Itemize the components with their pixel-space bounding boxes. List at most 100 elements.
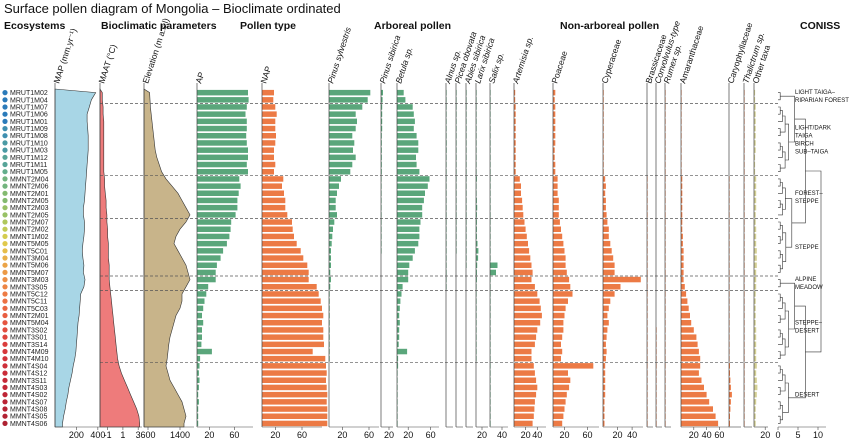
bar-other-taxa: [754, 89, 756, 96]
bar-amaranthaceae: [681, 176, 683, 182]
bar-other-taxa: [754, 341, 757, 348]
bar-nap: [262, 348, 313, 355]
bar-pinus-sibirica: [381, 104, 383, 110]
bar-betula: [397, 291, 402, 297]
bar-amaranthaceae: [681, 298, 688, 304]
bar-artemisia: [514, 183, 521, 189]
bar-betula: [397, 269, 409, 276]
bar-ap: [197, 312, 202, 319]
bar-betula: [397, 197, 424, 204]
bar-poaceae: [553, 161, 556, 168]
bar-nap: [262, 413, 328, 419]
bar-other-taxa: [754, 305, 756, 312]
coniss-branch: [778, 387, 781, 395]
bar-other-taxa: [754, 111, 756, 117]
bar-amaranthaceae: [681, 420, 719, 427]
sample-label: MRUT1M01: [10, 119, 48, 126]
bar-ap: [197, 355, 201, 362]
coniss-branch: [778, 279, 781, 288]
coniss-branch: [778, 221, 781, 230]
bar-betula: [397, 240, 419, 247]
bar-cyperaceae: [603, 305, 609, 312]
bar-salix: [490, 269, 496, 276]
bar-caryophyllaceae: [729, 391, 732, 398]
bar-poaceae: [553, 89, 556, 96]
bar-larix: [476, 197, 477, 204]
bar-ap: [197, 384, 199, 391]
bar-betula: [397, 183, 428, 189]
sample-label: MMNT3S05: [10, 284, 47, 291]
bar-nap: [262, 226, 293, 232]
bar-betula: [397, 161, 417, 168]
zone-label: DESERT: [795, 328, 820, 334]
bar-other-taxa: [754, 276, 757, 283]
ecosystem-dot: [2, 212, 8, 218]
bar-poaceae: [553, 413, 564, 419]
column-header-ap: AP: [193, 70, 206, 84]
coniss-tick-label: 5: [795, 430, 800, 440]
bar-nap: [262, 111, 277, 117]
bar-ap: [197, 391, 199, 398]
coniss-branch: [778, 92, 781, 101]
bar-larix: [476, 262, 478, 268]
bar-nap: [262, 355, 326, 362]
tick-label-ap: 20: [204, 430, 214, 440]
bar-betula: [397, 154, 416, 161]
bar-larix: [476, 240, 478, 247]
coniss-branch: [785, 310, 789, 348]
bar-other-taxa: [754, 133, 756, 139]
bar-other-taxa: [754, 406, 756, 412]
ecosystem-dot: [2, 377, 8, 383]
bar-poaceae: [553, 154, 555, 161]
bar-pinus-sibirica: [381, 111, 383, 117]
bar-cyperaceae: [603, 291, 615, 297]
bar-caryophyllaceae: [729, 399, 731, 405]
ecosystem-dot: [2, 161, 8, 168]
bar-pinus-sylvestris: [329, 276, 331, 283]
zone-label: MEADOW: [795, 285, 823, 291]
coniss-tick-label: 10: [813, 430, 823, 440]
bar-betula: [397, 284, 403, 290]
bar-other-taxa: [754, 190, 757, 196]
bar-other-taxa: [754, 147, 756, 153]
ecosystem-dot: [2, 169, 8, 175]
bar-artemisia: [514, 384, 538, 391]
coniss-branch: [778, 329, 781, 338]
tick-label-pinus-sylvestris: 20: [337, 430, 347, 440]
sample-label: MMNT3S11: [10, 378, 47, 385]
bar-cyperaceae: [603, 341, 606, 348]
bar-nap: [262, 334, 324, 340]
sample-label: MMNT3S14: [10, 342, 47, 349]
bar-caryophyllaceae: [729, 370, 730, 376]
bar-betula: [397, 226, 420, 232]
bar-ap: [197, 197, 238, 204]
bar-other-taxa: [754, 154, 756, 161]
bar-ap: [197, 348, 212, 355]
coniss-branch: [778, 236, 781, 244]
bar-artemisia: [514, 111, 516, 117]
bar-poaceae: [553, 406, 565, 412]
bar-nap: [262, 197, 286, 204]
bar-larix: [476, 255, 479, 261]
bar-nap: [262, 219, 292, 225]
tick-label-artemisia: 20: [521, 430, 531, 440]
sample-label: MMNT4M09: [10, 349, 49, 356]
bar-other-taxa: [754, 269, 757, 276]
bioclimatic-areas: [54, 87, 191, 428]
ecosystem-dot: [2, 183, 8, 189]
bar-artemisia: [514, 406, 535, 412]
bar-ap: [197, 420, 199, 427]
ecosystem-dot: [2, 154, 8, 160]
column-header-artemisia: Artemisia sp.: [510, 35, 535, 86]
bar-poaceae: [553, 370, 568, 376]
bar-nap: [262, 204, 286, 211]
bar-amaranthaceae: [681, 226, 683, 232]
bar-betula: [397, 363, 399, 369]
bar-other-taxa: [754, 248, 757, 254]
sample-label: MMNT3S02: [10, 327, 47, 334]
tick-label-ap: 60: [229, 430, 239, 440]
tick-label-other-taxa: 20: [760, 430, 770, 440]
bar-nap: [262, 420, 328, 427]
ecosystem-dot: [2, 399, 8, 405]
bar-poaceae: [553, 399, 566, 405]
